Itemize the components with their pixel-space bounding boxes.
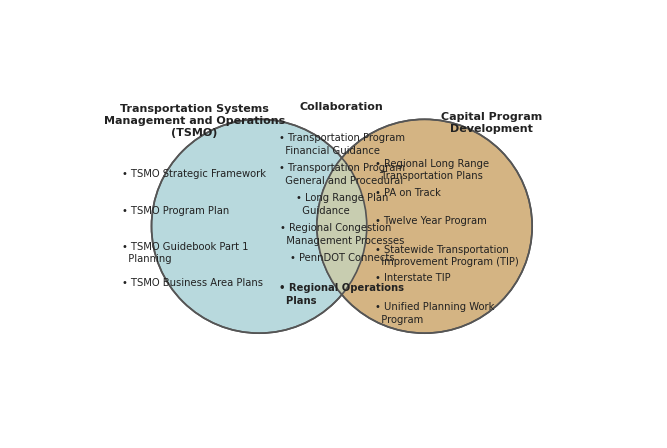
Text: • Unified Planning Work
  Program: • Unified Planning Work Program (376, 302, 495, 324)
Text: • Regional Congestion
  Management Processes: • Regional Congestion Management Process… (279, 223, 404, 246)
Text: Transportation Systems
Management and Operations
(TSMO): Transportation Systems Management and Op… (104, 103, 285, 138)
Text: • Transportation Program
  General and Procedural: • Transportation Program General and Pro… (279, 163, 405, 185)
Text: • TSMO Strategic Framework: • TSMO Strategic Framework (122, 169, 266, 179)
Text: • Interstate TIP: • Interstate TIP (376, 273, 451, 284)
Text: • PennDOT Connects: • PennDOT Connects (289, 253, 394, 263)
Text: • Regional Long Range
  Transportation Plans: • Regional Long Range Transportation Pla… (376, 159, 490, 181)
Text: Capital Program
Development: Capital Program Development (441, 112, 542, 134)
Circle shape (151, 119, 367, 333)
Text: • Regional Operations
  Plans: • Regional Operations Plans (279, 283, 404, 306)
Text: • Statewide Transportation
  Improvement Program (TIP): • Statewide Transportation Improvement P… (376, 245, 519, 267)
Text: • Twelve Year Program: • Twelve Year Program (376, 216, 487, 226)
Text: • TSMO Program Plan: • TSMO Program Plan (122, 206, 229, 215)
Circle shape (317, 119, 532, 333)
Circle shape (151, 119, 367, 333)
Text: • Long Range Plan
  Guidance: • Long Range Plan Guidance (295, 193, 388, 215)
Text: • TSMO Business Area Plans: • TSMO Business Area Plans (122, 278, 263, 288)
Text: Collaboration: Collaboration (300, 102, 384, 112)
Text: • PA on Track: • PA on Track (376, 188, 442, 198)
Text: • Transportation Program
  Financial Guidance: • Transportation Program Financial Guida… (279, 133, 405, 155)
Text: • TSMO Guidebook Part 1
  Planning: • TSMO Guidebook Part 1 Planning (122, 242, 249, 264)
